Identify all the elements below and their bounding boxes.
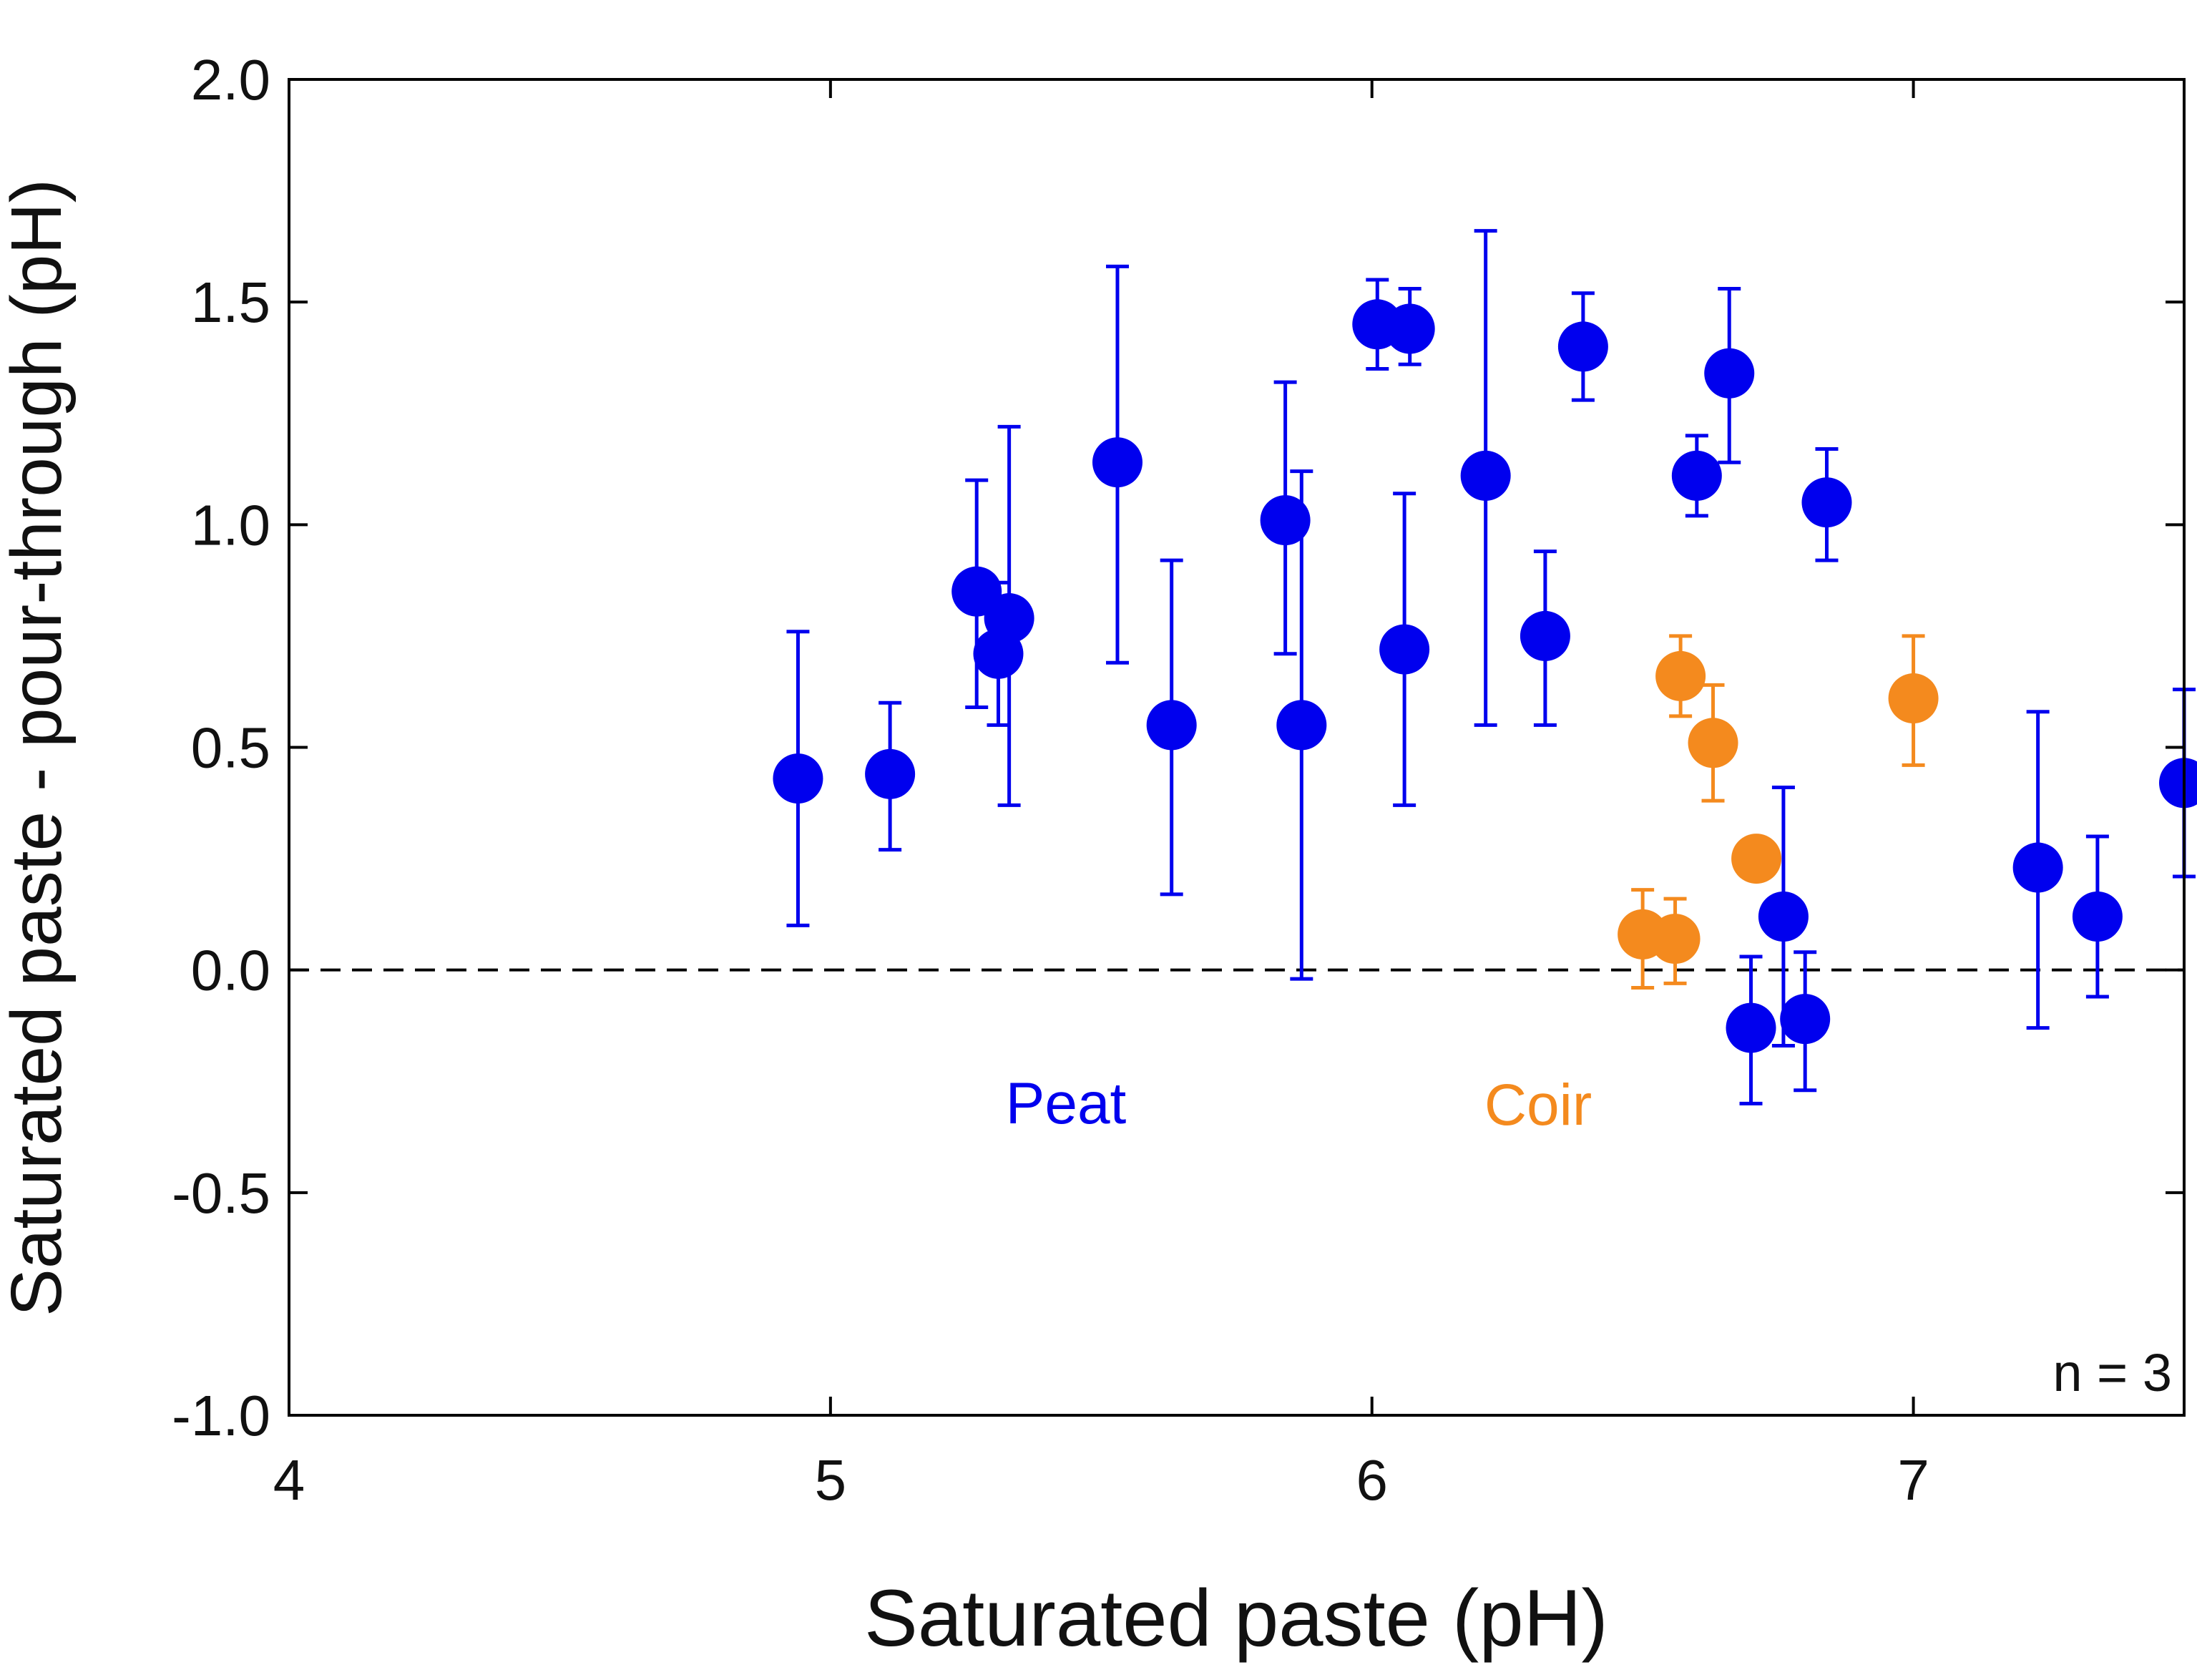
y-axis-title: Saturated paste - pour-through (pH) <box>0 179 77 1317</box>
plot-frame <box>288 78 2186 1417</box>
peat-data-point <box>1780 994 1831 1045</box>
peat-data-point <box>1460 450 1511 501</box>
peat-data-point <box>773 753 823 804</box>
x-tick-label: 7 <box>1897 1448 1929 1512</box>
peat-data-point <box>984 593 1034 644</box>
peat-data-point <box>1520 610 1570 661</box>
x-tick-label: 5 <box>815 1448 847 1512</box>
peat-data-point <box>865 748 916 799</box>
peat-series-label: Peat <box>1006 1071 1127 1136</box>
coir-data-point <box>1731 834 1782 884</box>
peat-data-point <box>2159 758 2197 809</box>
coir-series-label: Coir <box>1484 1073 1592 1138</box>
x-tick-label: 4 <box>273 1448 305 1512</box>
sample-size-note: n = 3 <box>2052 1343 2172 1402</box>
peat-data-point <box>1704 348 1755 399</box>
x-axis-title: Saturated paste (pH) <box>864 1573 1608 1663</box>
peat-data-point <box>1758 891 1809 942</box>
coir-data-point <box>1688 718 1738 768</box>
peat-data-point <box>2072 891 2123 942</box>
y-tick-label: 1.0 <box>191 493 270 557</box>
coir-data-point <box>1888 673 1939 724</box>
peat-data-point <box>1384 303 1435 354</box>
y-tick-label: -0.5 <box>172 1161 270 1225</box>
peat-data-point <box>2012 842 2063 893</box>
y-tick-label: 0.0 <box>191 939 270 1002</box>
peat-data-point <box>1671 450 1722 501</box>
chart-marks <box>289 229 2197 1105</box>
axis-ticks: 4 5 6 7 -1.0 -0.5 0.0 0.5 1.0 1.5 2.0 <box>172 48 2184 1512</box>
peat-data-point <box>1146 700 1197 751</box>
coir-data-point <box>1650 914 1701 964</box>
peat-data-point <box>1557 321 1608 372</box>
peat-data-point <box>1092 437 1142 488</box>
peat-data-point <box>1726 1002 1776 1053</box>
peat-data-point <box>1379 624 1430 675</box>
y-tick-label: 0.5 <box>191 716 270 780</box>
peat-data-point <box>1260 495 1311 546</box>
x-tick-label: 6 <box>1356 1448 1388 1512</box>
y-tick-label: 1.5 <box>191 270 270 334</box>
peat-data-point <box>1276 700 1327 751</box>
coir-data-point <box>1655 650 1706 701</box>
y-tick-label: -1.0 <box>172 1384 270 1447</box>
y-tick-label: 2.0 <box>191 48 270 112</box>
peat-data-point <box>1801 477 1852 528</box>
